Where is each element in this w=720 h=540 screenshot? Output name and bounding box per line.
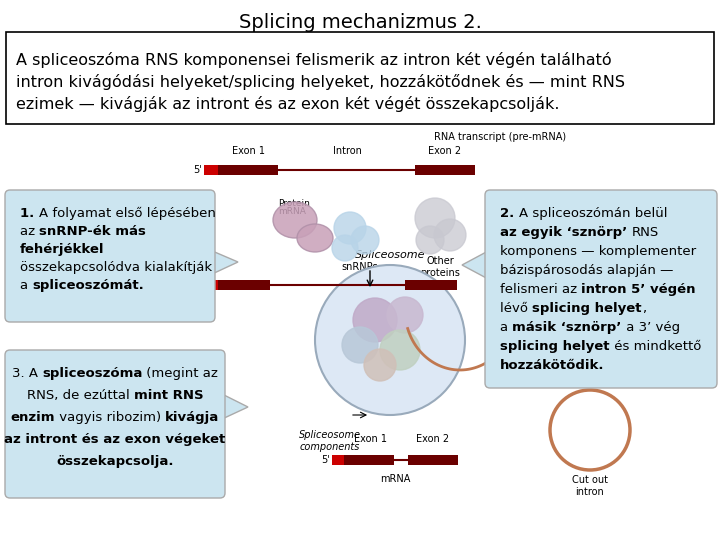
Text: összekapcsolódva kialakítják: összekapcsolódva kialakítják — [20, 261, 212, 274]
Text: 3. A: 3. A — [12, 367, 42, 380]
Text: splicing helyet: splicing helyet — [500, 340, 610, 353]
Text: enzim: enzim — [10, 411, 55, 424]
Text: lévő: lévő — [500, 302, 532, 315]
Text: hozzákötődik.: hozzákötődik. — [500, 359, 605, 372]
Text: és mindkettő: és mindkettő — [610, 340, 701, 353]
Text: mint RNS: mint RNS — [134, 389, 203, 402]
Text: Exon 1: Exon 1 — [354, 434, 387, 444]
Text: 5': 5' — [321, 455, 330, 465]
Bar — [218, 165, 278, 175]
FancyBboxPatch shape — [5, 350, 225, 498]
FancyBboxPatch shape — [6, 32, 714, 124]
Text: az: az — [20, 225, 40, 238]
Ellipse shape — [273, 202, 317, 238]
Text: bázispárosodás alapján —: bázispárosodás alapján — — [500, 264, 673, 277]
Text: kivágja: kivágja — [166, 411, 220, 424]
FancyBboxPatch shape — [485, 190, 717, 388]
FancyBboxPatch shape — [5, 190, 215, 322]
Text: Cut out
intron: Cut out intron — [572, 475, 608, 497]
Text: a: a — [20, 279, 32, 292]
Circle shape — [342, 327, 378, 363]
Circle shape — [415, 198, 455, 238]
Text: RNS, de ezúttal: RNS, de ezúttal — [27, 389, 134, 402]
Bar — [218, 280, 270, 290]
Text: A spliceoszóma RNS komponensei felismerik az intron két végén található: A spliceoszóma RNS komponensei felismeri… — [16, 52, 611, 68]
Text: Exon 2: Exon 2 — [416, 434, 449, 444]
Text: ezimek — kivágják az intront és az exon két végét összekapcsolják.: ezimek — kivágják az intront és az exon … — [16, 96, 559, 112]
Bar — [204, 165, 218, 175]
Text: 2.: 2. — [500, 207, 519, 220]
Text: a 3’ vég: a 3’ vég — [622, 321, 680, 334]
Text: az intront és az exon végeket: az intront és az exon végeket — [4, 433, 225, 446]
Polygon shape — [220, 393, 248, 420]
Text: intron 5’ végén: intron 5’ végén — [581, 283, 696, 296]
Text: mRNA: mRNA — [278, 207, 306, 216]
Text: intron kivágódási helyeket/splicing helyeket, hozzákötődnek és — mint RNS: intron kivágódási helyeket/splicing hely… — [16, 74, 625, 90]
Bar — [405, 280, 457, 290]
Text: 5': 5' — [193, 280, 202, 290]
Text: 5': 5' — [193, 165, 202, 175]
Text: snRNP-ék más: snRNP-ék más — [40, 225, 146, 238]
Text: a: a — [500, 321, 513, 334]
Text: komponens — komplementer: komponens — komplementer — [500, 245, 696, 258]
Text: Splicing mechanizmus 2.: Splicing mechanizmus 2. — [238, 12, 482, 31]
Text: snRNPs: snRNPs — [342, 262, 378, 272]
Circle shape — [334, 212, 366, 244]
Text: Spliceosome
components: Spliceosome components — [299, 430, 361, 451]
Text: Intron: Intron — [333, 146, 361, 156]
Circle shape — [364, 349, 396, 381]
Text: másik ‘sznörp’: másik ‘sznörp’ — [513, 321, 622, 334]
Circle shape — [315, 265, 465, 415]
Text: vagyis ribozim): vagyis ribozim) — [55, 411, 166, 424]
Bar — [204, 280, 218, 290]
Bar — [344, 455, 394, 465]
Text: A folyamat első lépésében: A folyamat első lépésében — [39, 207, 216, 220]
Text: RNA transcript (pre-mRNA): RNA transcript (pre-mRNA) — [434, 132, 566, 142]
Text: Protein: Protein — [278, 199, 310, 208]
Bar — [332, 455, 344, 465]
Text: Other
proteins: Other proteins — [420, 256, 460, 278]
Text: az egyik ‘sznörp’: az egyik ‘sznörp’ — [500, 226, 632, 239]
Text: Exon 2: Exon 2 — [428, 146, 462, 156]
Circle shape — [353, 298, 397, 342]
Text: felismeri az: felismeri az — [500, 283, 581, 296]
Bar — [408, 455, 458, 465]
Ellipse shape — [297, 224, 333, 252]
Text: 1.: 1. — [20, 207, 39, 220]
Text: ,: , — [642, 302, 646, 315]
Polygon shape — [210, 250, 238, 275]
Circle shape — [387, 297, 423, 333]
Text: mRNA: mRNA — [380, 474, 410, 484]
Circle shape — [416, 226, 444, 254]
Circle shape — [434, 219, 466, 251]
Polygon shape — [462, 250, 490, 280]
Text: A spliceoszómán belül: A spliceoszómán belül — [519, 207, 667, 220]
Text: (megint az: (megint az — [143, 367, 218, 380]
Text: spliceoszómát.: spliceoszómát. — [32, 279, 144, 292]
Text: Spliceosome: Spliceosome — [355, 250, 426, 260]
Text: Exon 1: Exon 1 — [232, 146, 264, 156]
Circle shape — [351, 226, 379, 254]
Text: RNS: RNS — [632, 226, 659, 239]
Circle shape — [332, 235, 358, 261]
Bar — [415, 165, 475, 175]
Circle shape — [380, 330, 420, 370]
Text: splicing helyet: splicing helyet — [532, 302, 642, 315]
Text: fehérjékkel: fehérjékkel — [20, 243, 104, 256]
Text: spliceoszóma: spliceoszóma — [42, 367, 143, 380]
Text: összekapcsolja.: összekapcsolja. — [56, 455, 174, 468]
